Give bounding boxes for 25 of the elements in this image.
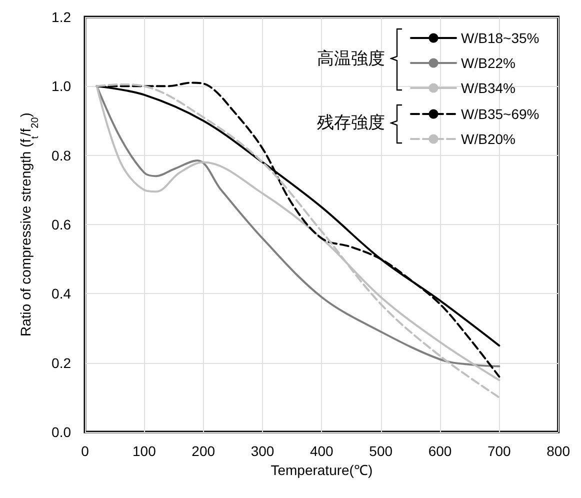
x-tick-label: 200 [192,443,216,459]
x-tick-label: 600 [428,443,452,459]
legend-label: W/B34% [461,80,516,96]
x-tick-label: 800 [546,443,570,459]
y-tick-label: 1.0 [52,78,72,94]
y-tick-label: 0.4 [52,286,72,302]
x-tick-label: 500 [369,443,393,459]
annotation: 高温強度 [317,48,385,70]
x-tick-label: 700 [487,443,512,459]
x-tick-label: 100 [132,443,156,459]
legend-label: W/B35~69% [461,106,540,122]
legend-label: W/B18~35% [461,30,540,46]
annotation: 残存強度 [317,112,385,134]
y-tick-label: 1.2 [52,9,72,25]
y-tick-label: 0.8 [52,147,72,164]
y-axis-title: Ratio of compressive strength (ft/f20) [18,112,42,336]
y-tick-label: 0.2 [52,354,72,371]
legend-label: W/B20% [461,131,516,147]
y-tick-label: 0.6 [52,216,72,232]
legend-label: W/B22% [461,55,516,71]
x-tick-label: 300 [250,443,274,459]
y-tick-label: 0.0 [52,424,72,440]
x-tick-label: 400 [310,443,334,459]
x-tick-label: 0 [81,443,90,459]
x-axis-title: Temperature(℃) [270,462,373,478]
